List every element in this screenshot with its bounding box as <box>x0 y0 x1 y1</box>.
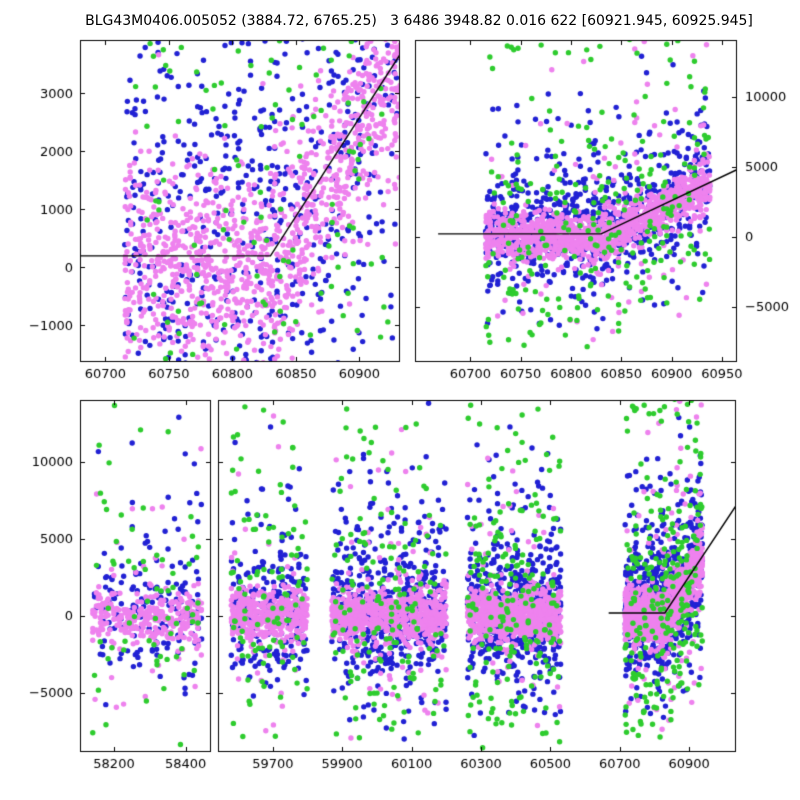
panel-bottom-right <box>218 400 736 752</box>
panel-bottom-left <box>80 400 211 752</box>
panel-top-right <box>415 40 737 362</box>
figure-title: BLG43M0406.005052 (3884.72, 6765.25) 3 6… <box>85 13 753 29</box>
panel-top-left <box>80 40 400 362</box>
